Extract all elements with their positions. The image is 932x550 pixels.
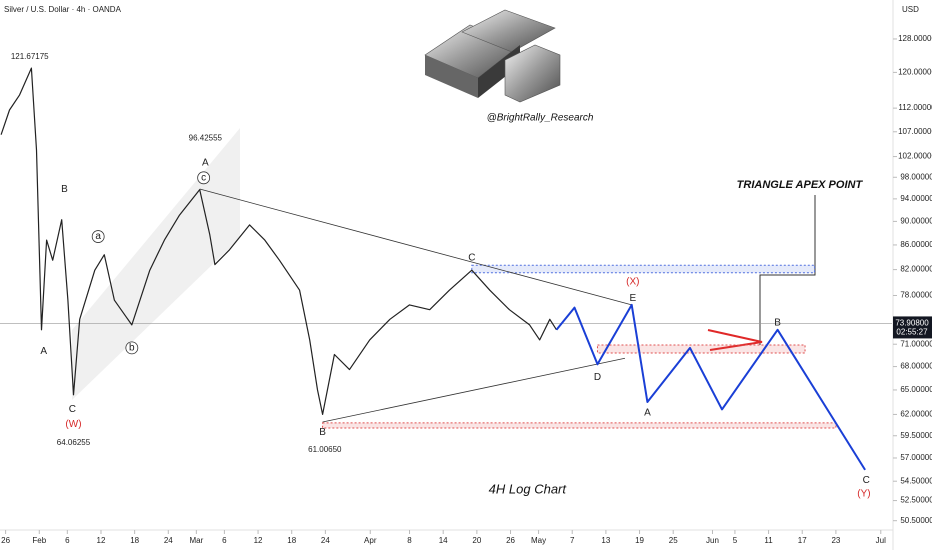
y-tick-label: 62.00000 bbox=[900, 410, 932, 419]
x-tick-label: May bbox=[531, 536, 546, 545]
trendline bbox=[322, 357, 626, 423]
annotation: B bbox=[774, 317, 781, 328]
x-tick-label: Mar bbox=[189, 536, 203, 545]
currency: USD bbox=[902, 5, 919, 14]
x-tick-label: 13 bbox=[601, 536, 610, 545]
annotation: A bbox=[40, 346, 47, 357]
x-tick-label: 18 bbox=[130, 536, 139, 545]
red-arrow bbox=[707, 329, 763, 351]
apex-pointer bbox=[759, 195, 816, 345]
annotation: a bbox=[95, 231, 101, 242]
y-tick-label: 65.00000 bbox=[900, 385, 932, 394]
wave-circle bbox=[197, 171, 211, 185]
annotation: A bbox=[644, 407, 651, 418]
price-line bbox=[0, 67, 558, 415]
y-tick-label: 112.00000 bbox=[898, 103, 932, 112]
y-tick-label: 82.00000 bbox=[900, 265, 932, 274]
x-tick-label: Jul bbox=[876, 536, 886, 545]
x-tick-label: 7 bbox=[570, 536, 575, 545]
annotation: TRIANGLE APEX POINT bbox=[737, 179, 864, 191]
y-tick-label: 107.00000 bbox=[898, 127, 932, 136]
x-tick-label: 19 bbox=[635, 536, 644, 545]
wave-circle bbox=[125, 341, 139, 355]
watermark: @BrightRally_Research bbox=[487, 113, 594, 124]
channel bbox=[72, 128, 240, 400]
y-tick-label: 57.00000 bbox=[900, 453, 932, 462]
annotation: 96.42555 bbox=[189, 134, 223, 143]
x-tick-label: Feb bbox=[32, 536, 46, 545]
y-tick-label: 50.50000 bbox=[900, 516, 932, 525]
annotation: (Y) bbox=[857, 488, 870, 499]
y-tick-label: 71.00000 bbox=[900, 339, 932, 348]
zone bbox=[596, 344, 806, 354]
y-tick-label: 59.50000 bbox=[900, 431, 932, 440]
x-tick-label: 17 bbox=[798, 536, 807, 545]
x-tick-label: 5 bbox=[733, 536, 738, 545]
plot: 128.00000 120.00000 112.00000 107.00000 102.… bbox=[0, 34, 932, 545]
x-tick-label: 24 bbox=[321, 536, 330, 545]
x-tick-label: 14 bbox=[439, 536, 448, 545]
y-tick-label: 86.00000 bbox=[900, 240, 932, 249]
annotation: D bbox=[594, 372, 601, 383]
zone bbox=[322, 422, 837, 429]
annotation: 61.00650 bbox=[308, 445, 342, 454]
trendline bbox=[199, 188, 632, 306]
zone bbox=[471, 264, 816, 274]
annotation: C bbox=[468, 252, 475, 263]
annotation: C bbox=[863, 475, 870, 486]
countdown: 02:55:27 bbox=[896, 328, 928, 337]
annotation: (W) bbox=[65, 419, 81, 430]
annotation: C bbox=[69, 404, 76, 415]
x-tick-label: 24 bbox=[164, 536, 173, 545]
annotation: E bbox=[629, 293, 636, 304]
x-tick-label: 25 bbox=[669, 536, 678, 545]
y-tick-label: 120.00000 bbox=[898, 67, 932, 76]
annotation: b bbox=[129, 343, 135, 354]
annotation: 64.06255 bbox=[57, 438, 91, 447]
x-tick-label: 12 bbox=[97, 536, 106, 545]
x-tick-label: 18 bbox=[287, 536, 296, 545]
last-price-box bbox=[893, 316, 932, 339]
x-tick-label: 26 bbox=[1, 536, 10, 545]
annotation: 4H Log Chart bbox=[489, 481, 568, 496]
annotation: B bbox=[61, 184, 68, 195]
y-tick-label: 68.00000 bbox=[900, 362, 932, 371]
annotation: A bbox=[202, 157, 209, 168]
x-tick-label: Apr bbox=[364, 536, 377, 545]
chart-title: Silver / U.S. Dollar · 4h · OANDA bbox=[4, 5, 122, 14]
x-tick-label: 6 bbox=[222, 536, 227, 545]
projection-line bbox=[555, 303, 866, 471]
x-tick-label: 6 bbox=[65, 536, 70, 545]
y-tick-label: 98.00000 bbox=[900, 172, 932, 181]
x-tick-label: 26 bbox=[506, 536, 515, 545]
x-tick-label: 23 bbox=[831, 536, 840, 545]
silver-bars bbox=[424, 9, 561, 103]
y-tick-label: 52.50000 bbox=[900, 496, 932, 505]
annotation: B bbox=[319, 427, 326, 438]
y-tick-label: 128.00000 bbox=[898, 34, 932, 43]
annotation: (X) bbox=[626, 276, 639, 287]
y-tick-label: 54.50000 bbox=[900, 476, 932, 485]
y-tick-label: 102.00000 bbox=[898, 152, 932, 161]
x-tick-label: 12 bbox=[254, 536, 263, 545]
y-tick-label: 90.00000 bbox=[900, 217, 932, 226]
y-tick-label: 94.00000 bbox=[900, 194, 932, 203]
x-tick-label: 8 bbox=[407, 536, 412, 545]
x-tick-label: Jun bbox=[706, 536, 719, 545]
annotation: c bbox=[201, 172, 206, 183]
y-tick-label: 78.00000 bbox=[900, 291, 932, 300]
x-tick-label: 20 bbox=[472, 536, 481, 545]
wave-circle bbox=[91, 230, 105, 243]
x-tick-label: 11 bbox=[764, 536, 773, 545]
annotation: 121.67175 bbox=[11, 52, 49, 61]
last-price-label: 73.90800 bbox=[895, 319, 929, 328]
